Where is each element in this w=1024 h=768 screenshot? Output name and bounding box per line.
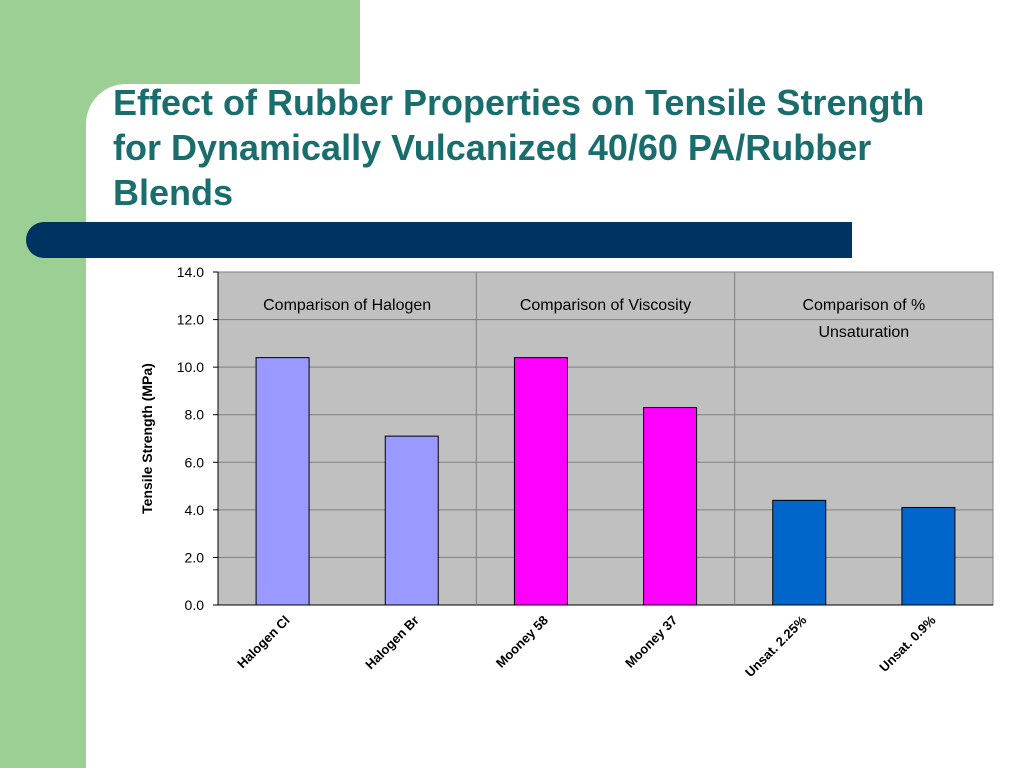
gridlines bbox=[213, 271, 993, 606]
x-tick-label: Unsat. 2.25% bbox=[742, 612, 810, 680]
y-tick-label: 8.0 bbox=[185, 407, 205, 423]
y-tick-label: 0.0 bbox=[185, 597, 205, 613]
bar bbox=[772, 499, 827, 606]
y-tick-label: 10.0 bbox=[177, 359, 204, 375]
y-tick-label: 14.0 bbox=[177, 264, 204, 280]
group-label: Comparison of Halogen bbox=[263, 297, 431, 314]
x-tick-label: Halogen Br bbox=[362, 613, 422, 673]
y-tick-label: 6.0 bbox=[185, 454, 205, 470]
y-axis-label: Tensile Strength (MPa) bbox=[139, 363, 155, 514]
group-labels: Comparison of Halogen Comparison of Visco… bbox=[263, 297, 925, 341]
bars bbox=[255, 357, 956, 606]
x-tick-label: Halogen Cl bbox=[234, 613, 293, 672]
y-tick-label: 12.0 bbox=[177, 312, 204, 328]
bar-chart: 0.02.04.06.08.010.012.014.0 Halogen Cl Ha… bbox=[139, 264, 994, 680]
slide-title: Effect of Rubber Properties on Tensile S… bbox=[113, 82, 925, 213]
bar bbox=[384, 435, 439, 606]
x-tick-label: Mooney 37 bbox=[622, 613, 680, 671]
x-tick-label: Unsat. 0.9% bbox=[876, 612, 939, 675]
x-tick-label: Mooney 58 bbox=[493, 613, 551, 671]
y-tick-labels: 0.0 2.0 4.0 6.0 8.0 10.0 12.0 14.0 bbox=[177, 264, 204, 613]
bar bbox=[255, 357, 310, 606]
group-label: Comparison of Viscosity bbox=[520, 297, 691, 314]
plot-area bbox=[217, 271, 994, 606]
background-white-top bbox=[360, 0, 1024, 90]
bar bbox=[643, 407, 698, 606]
title-underline-bar bbox=[26, 222, 852, 258]
x-tick-labels: Halogen Cl Halogen Br Mooney 58 Mooney 37 Un… bbox=[234, 612, 939, 680]
y-tick-label: 4.0 bbox=[185, 502, 205, 518]
group-label: Unsaturation bbox=[818, 324, 909, 341]
y-tick-label: 2.0 bbox=[185, 549, 205, 565]
group-label: Comparison of % bbox=[802, 297, 925, 314]
bar bbox=[513, 357, 568, 606]
bar bbox=[901, 506, 956, 606]
group-dividers bbox=[475, 272, 736, 605]
